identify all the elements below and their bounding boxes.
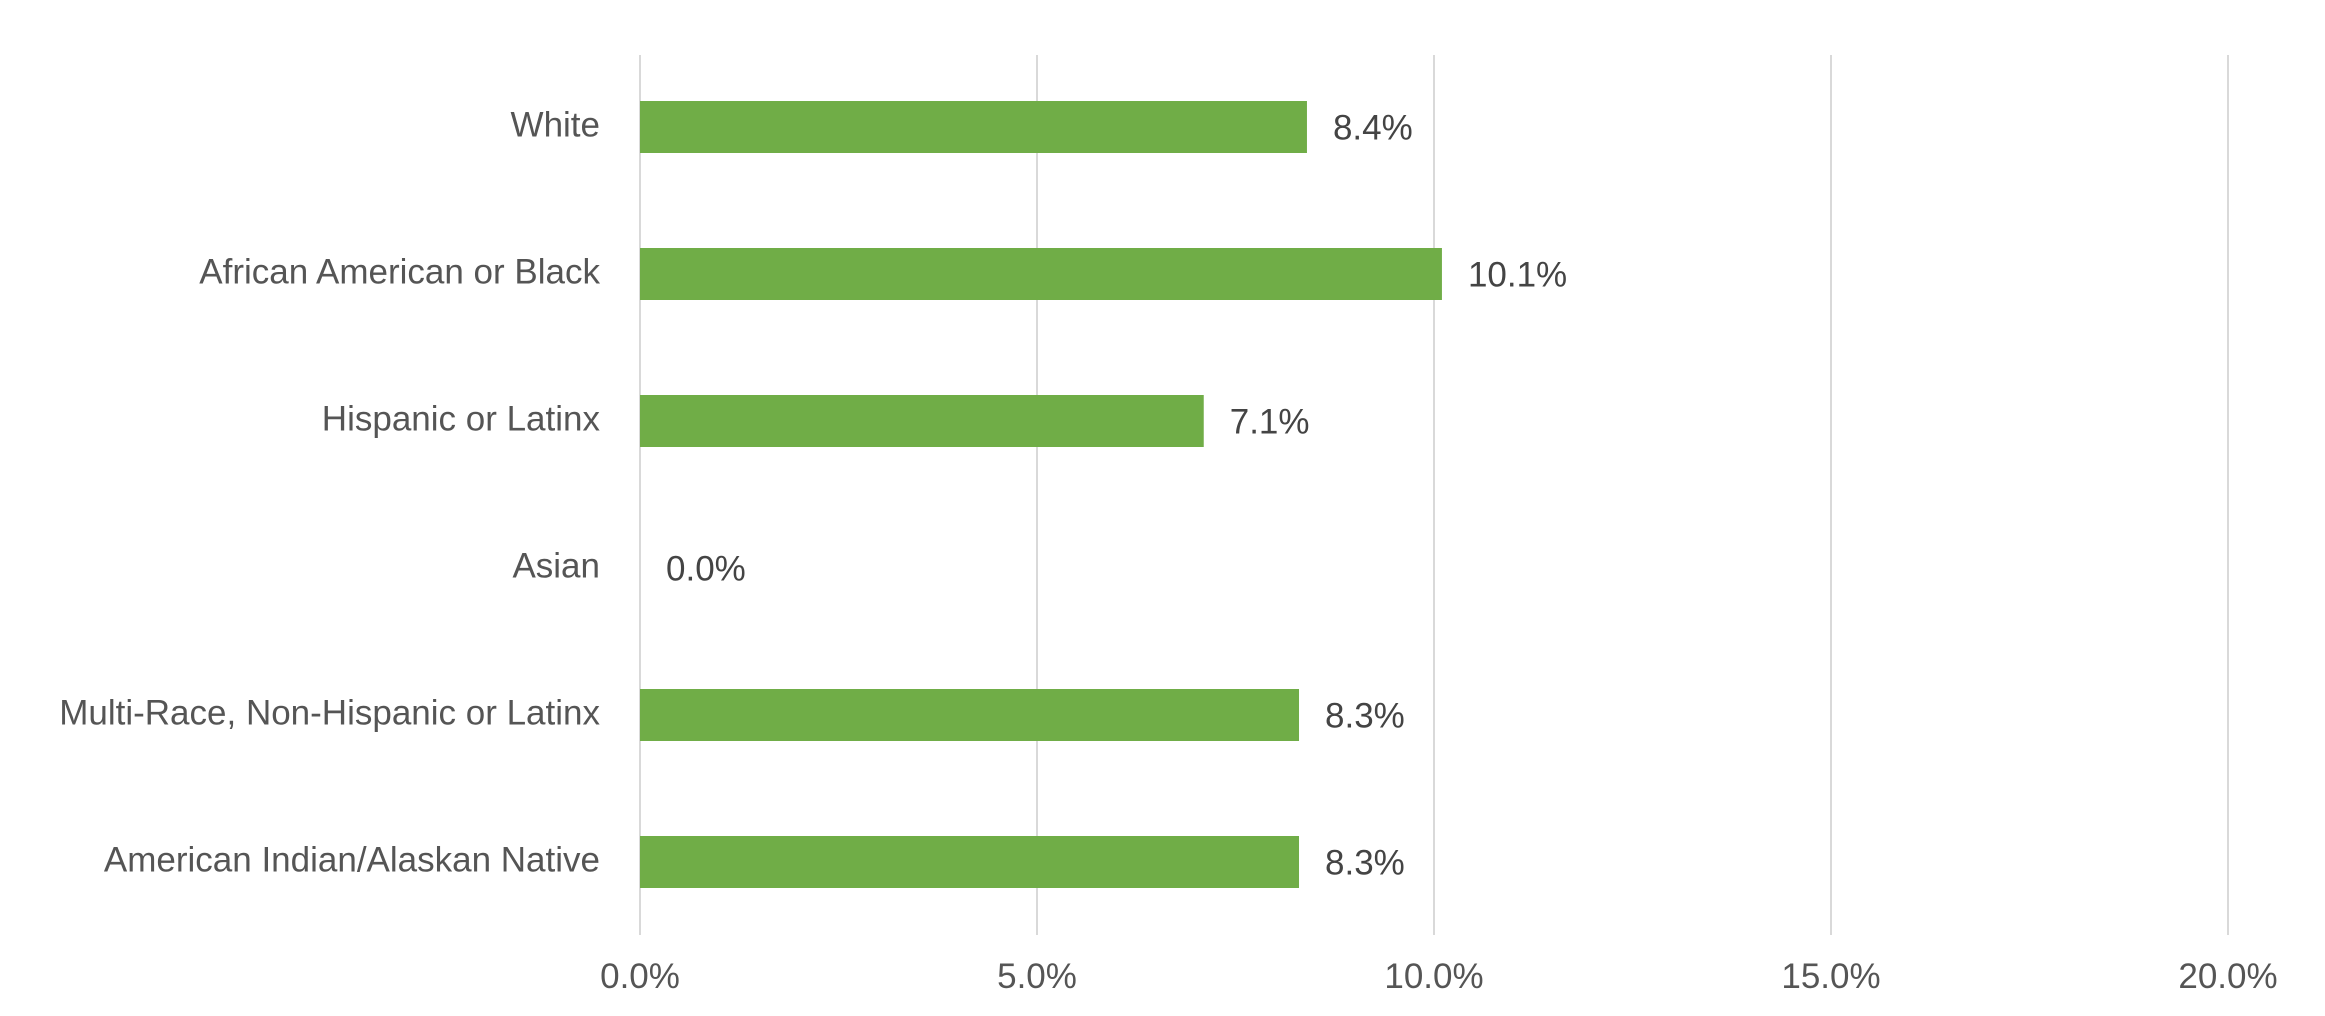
x-tick-label: 5.0% [997,957,1077,996]
data-label: 8.4% [1333,108,1413,147]
x-tick-label: 10.0% [1384,957,1483,996]
x-axis-tick-labels: 0.0% 5.0% 10.0% 15.0% 20.0% [600,957,2278,996]
data-label: 8.3% [1325,843,1405,882]
data-labels: 8.4% 10.1% 7.1% 0.0% 8.3% 8.3% [666,108,1567,882]
category-label: Hispanic or Latinx [322,399,601,438]
bar [640,395,1204,447]
data-label: 0.0% [666,549,746,588]
category-labels: White African American or Black Hispanic o… [59,105,600,879]
gridlines [639,55,2229,935]
category-label: White [511,105,600,144]
bar [640,101,1307,153]
category-label: American Indian/Alaskan Native [104,840,600,879]
category-label: Multi-Race, Non-Hispanic or Latinx [59,693,600,732]
data-label: 10.1% [1468,255,1567,294]
data-label: 7.1% [1230,402,1310,441]
bar [640,836,1300,888]
bar [640,248,1442,300]
category-label: African American or Black [199,252,600,291]
x-tick-label: 20.0% [2178,957,2277,996]
category-label: Asian [512,546,600,585]
data-label: 8.3% [1325,696,1405,735]
x-tick-label: 0.0% [600,957,680,996]
bar [640,689,1300,741]
bars [640,101,1442,888]
x-tick-label: 15.0% [1781,957,1880,996]
